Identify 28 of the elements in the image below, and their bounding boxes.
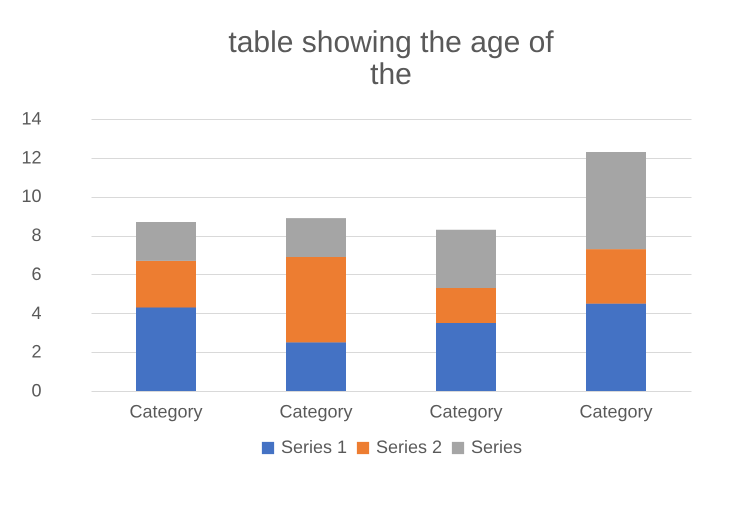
bar: [136, 222, 196, 261]
x-tick-label: Category: [579, 402, 653, 422]
x-tick-label: Category: [279, 402, 353, 422]
y-tick-label: 0: [31, 380, 42, 400]
y-tick-label: 12: [21, 147, 42, 168]
bar: [136, 260, 196, 308]
y-tick-label: 4: [31, 302, 42, 323]
bar: [436, 288, 496, 323]
y-tick-label: 10: [21, 186, 42, 206]
legend-label: Series: [471, 437, 522, 457]
bar: [286, 218, 346, 257]
bar: [586, 304, 646, 391]
bar: [436, 323, 496, 391]
chart-title: table showing the age of the: [228, 26, 554, 91]
x-tick-label: Category: [429, 402, 503, 422]
bar: [586, 249, 646, 304]
y-tick-label: 6: [31, 264, 42, 284]
bar: [286, 256, 346, 342]
x-tick-label: Category: [129, 402, 203, 422]
bar: [286, 342, 346, 391]
legend-label: Series 1: [281, 437, 348, 457]
legend-label: Series 2: [376, 437, 442, 457]
bar: [586, 152, 646, 250]
y-tick-label: 8: [31, 225, 42, 246]
bar: [136, 307, 196, 391]
y-tick-label: 2: [31, 342, 42, 362]
y-tick-label: 14: [21, 108, 42, 128]
bar: [436, 230, 496, 288]
